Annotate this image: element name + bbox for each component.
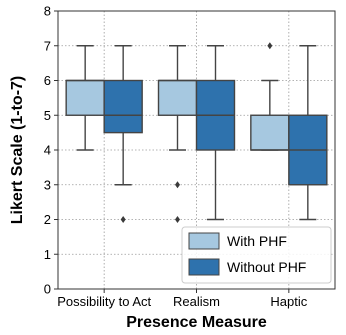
legend-label-with-phf: With PHF: [227, 233, 287, 249]
box-iqr: [65, 79, 105, 116]
box-with-phf-haptic: [250, 42, 290, 151]
legend: With PHF Without PHF: [181, 226, 332, 284]
box-with-phf-realism: [157, 45, 198, 223]
box-without-phf-haptic: [288, 45, 328, 221]
y-tick-label: 5: [44, 108, 51, 123]
legend-label-without-phf: Without PHF: [227, 259, 306, 275]
x-axis-label: Presence Measure: [126, 314, 267, 331]
outlier-point: [175, 181, 180, 189]
box-plots: [65, 42, 328, 223]
outlier-point: [175, 216, 180, 223]
box-iqr: [157, 79, 198, 116]
y-tick-label: 6: [44, 73, 51, 88]
y-tick-label: 1: [44, 247, 51, 262]
y-tick-label: 0: [44, 282, 51, 297]
y-tick-label: 4: [44, 143, 51, 158]
x-tick-label-possibility-to-act: Possibility to Act: [57, 294, 151, 309]
outlier-point: [267, 42, 273, 50]
y-tick-label: 8: [44, 4, 51, 19]
box-with-phf-possibility-to-act: [65, 45, 105, 151]
axis-ticks: 0 1 2 3 4 5 6 7 8 Possibility to Act Realism Haptic: [44, 4, 308, 310]
y-tick-label: 3: [44, 177, 51, 192]
outlier-point: [120, 216, 126, 223]
y-tick-label: 7: [44, 38, 51, 53]
box-iqr: [250, 114, 290, 151]
legend-swatch-with-phf: [188, 232, 220, 250]
x-tick-label-realism: Realism: [173, 294, 220, 309]
legend-swatch-without-phf: [188, 258, 220, 276]
x-tick-label-haptic: Haptic: [270, 294, 307, 309]
box-iqr: [103, 79, 143, 134]
box-without-phf-possibility-to-act: [103, 45, 143, 223]
box-without-phf-realism: [195, 45, 236, 221]
y-tick-label: 2: [44, 212, 51, 227]
y-axis-label: Likert Scale (1-to-7): [9, 76, 26, 224]
